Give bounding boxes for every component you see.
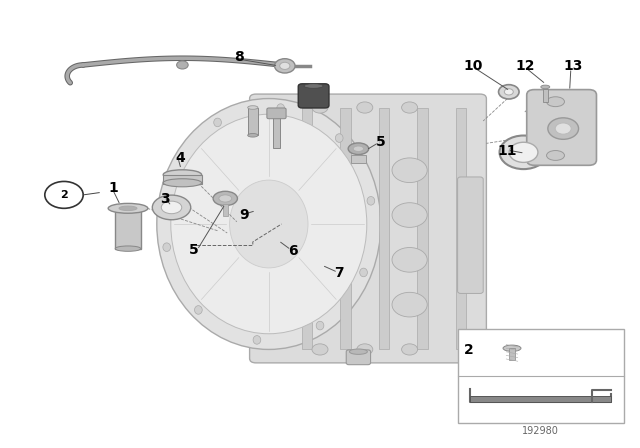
Ellipse shape: [248, 134, 258, 137]
Ellipse shape: [316, 321, 324, 330]
Text: 2: 2: [464, 343, 474, 357]
Ellipse shape: [509, 142, 538, 162]
Bar: [273, 116, 280, 148]
Text: 5: 5: [376, 134, 386, 149]
Ellipse shape: [230, 180, 308, 268]
Ellipse shape: [163, 170, 202, 180]
Ellipse shape: [161, 201, 182, 214]
FancyBboxPatch shape: [250, 94, 486, 363]
Bar: [543, 89, 548, 102]
Text: 10: 10: [464, 59, 483, 73]
Ellipse shape: [360, 268, 367, 277]
Bar: [248, 108, 258, 135]
Bar: [163, 175, 202, 184]
Ellipse shape: [402, 344, 418, 355]
Ellipse shape: [280, 62, 290, 69]
Bar: [223, 204, 228, 216]
Text: 3: 3: [160, 192, 170, 206]
Ellipse shape: [312, 344, 328, 355]
Ellipse shape: [163, 179, 202, 187]
Bar: [379, 108, 389, 349]
Ellipse shape: [357, 344, 372, 355]
Ellipse shape: [402, 102, 418, 113]
Ellipse shape: [348, 143, 369, 155]
FancyBboxPatch shape: [346, 350, 371, 365]
Text: 13: 13: [563, 59, 582, 73]
Bar: [509, 348, 515, 360]
FancyBboxPatch shape: [458, 329, 624, 423]
Ellipse shape: [499, 135, 548, 169]
Ellipse shape: [349, 349, 367, 354]
Ellipse shape: [304, 84, 323, 88]
Text: 7: 7: [334, 266, 344, 280]
Bar: [456, 108, 466, 349]
Bar: [302, 108, 312, 349]
Text: 8: 8: [234, 50, 244, 65]
Ellipse shape: [119, 206, 137, 211]
Ellipse shape: [163, 243, 170, 251]
Ellipse shape: [367, 197, 375, 205]
Ellipse shape: [108, 203, 148, 213]
Text: 12: 12: [515, 59, 534, 73]
Text: 11: 11: [497, 144, 516, 159]
Text: 2: 2: [60, 190, 68, 200]
Ellipse shape: [547, 151, 564, 160]
Bar: [417, 108, 428, 349]
FancyBboxPatch shape: [458, 177, 483, 293]
Text: 9: 9: [239, 208, 250, 222]
Ellipse shape: [171, 114, 367, 334]
Ellipse shape: [195, 306, 202, 314]
Ellipse shape: [213, 191, 237, 206]
Text: 5: 5: [188, 243, 198, 257]
Text: 6: 6: [288, 244, 298, 258]
Ellipse shape: [115, 246, 141, 251]
Ellipse shape: [541, 85, 550, 89]
Ellipse shape: [277, 104, 285, 112]
Ellipse shape: [248, 106, 258, 109]
Ellipse shape: [152, 195, 191, 220]
Ellipse shape: [392, 158, 428, 183]
Ellipse shape: [157, 99, 381, 349]
Ellipse shape: [392, 202, 428, 228]
Ellipse shape: [219, 195, 232, 202]
Text: 192980: 192980: [522, 426, 559, 436]
Bar: [115, 208, 141, 249]
Ellipse shape: [392, 247, 428, 272]
Ellipse shape: [503, 345, 521, 351]
Ellipse shape: [253, 336, 260, 344]
Ellipse shape: [177, 61, 188, 69]
FancyBboxPatch shape: [298, 84, 329, 108]
FancyBboxPatch shape: [267, 108, 286, 119]
Ellipse shape: [170, 171, 178, 180]
Ellipse shape: [214, 118, 221, 127]
Bar: [470, 396, 611, 402]
Circle shape: [45, 181, 83, 208]
Ellipse shape: [548, 118, 579, 139]
Ellipse shape: [499, 85, 519, 99]
Text: 1: 1: [108, 181, 118, 195]
Ellipse shape: [556, 123, 572, 134]
Ellipse shape: [547, 97, 564, 107]
Ellipse shape: [357, 102, 372, 113]
Bar: [351, 155, 366, 163]
Ellipse shape: [392, 293, 428, 317]
FancyBboxPatch shape: [527, 90, 596, 165]
Ellipse shape: [335, 134, 343, 142]
Text: 4: 4: [175, 151, 186, 165]
Ellipse shape: [504, 89, 513, 95]
Ellipse shape: [312, 102, 328, 113]
Ellipse shape: [275, 59, 295, 73]
Ellipse shape: [353, 146, 364, 151]
Bar: [340, 108, 351, 349]
